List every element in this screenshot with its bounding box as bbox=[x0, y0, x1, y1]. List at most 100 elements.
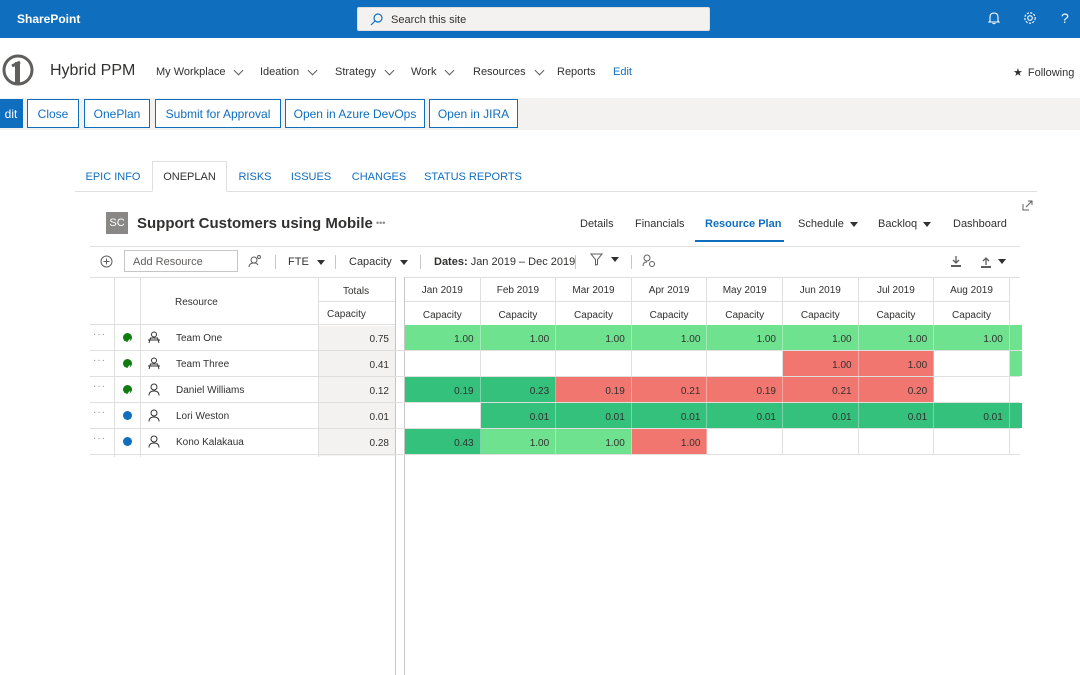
capacity-cell[interactable] bbox=[405, 403, 481, 428]
bell-icon[interactable] bbox=[988, 11, 1000, 25]
project-more-button[interactable]: ••• bbox=[376, 218, 386, 228]
nav-strategy[interactable]: Strategy bbox=[335, 65, 395, 78]
units-dropdown[interactable]: FTE bbox=[288, 256, 325, 268]
resource-name[interactable]: Team One bbox=[176, 333, 223, 344]
row-more-icon[interactable]: ··· bbox=[93, 433, 106, 444]
follow-button[interactable]: ★ Following bbox=[1013, 66, 1074, 79]
capacity-cell[interactable] bbox=[632, 351, 708, 376]
capacity-cell[interactable] bbox=[707, 429, 783, 454]
capacity-cell[interactable]: 1.00 bbox=[858, 351, 935, 376]
capacity-cell[interactable]: 1.00 bbox=[783, 351, 859, 376]
capacity-cell[interactable]: 1.00 bbox=[405, 325, 481, 350]
search-box[interactable]: Search this site bbox=[357, 7, 710, 31]
expand-icon[interactable] bbox=[1022, 200, 1033, 211]
subtab-dashboard[interactable]: Dashboard bbox=[953, 218, 1007, 230]
capacity-cell[interactable]: 0.23 bbox=[480, 377, 557, 402]
edit-button[interactable]: dit bbox=[0, 99, 23, 128]
totals-column-header[interactable]: Totals bbox=[343, 286, 370, 297]
row-more-icon[interactable]: ··· bbox=[93, 329, 106, 340]
resource-name[interactable]: Daniel Williams bbox=[176, 385, 245, 396]
capacity-cell[interactable] bbox=[934, 377, 1010, 402]
resource-name[interactable]: Kono Kalakaua bbox=[176, 437, 244, 448]
month-header[interactable]: May 2019 bbox=[707, 277, 783, 301]
capacity-cell[interactable] bbox=[556, 351, 632, 376]
upload-dropdown[interactable] bbox=[980, 255, 1006, 273]
person-settings-icon[interactable] bbox=[642, 254, 656, 268]
download-icon[interactable] bbox=[950, 255, 962, 267]
tab-changes[interactable]: CHANGES bbox=[351, 170, 407, 183]
site-logo-icon[interactable] bbox=[2, 54, 34, 86]
capacity-cell[interactable] bbox=[405, 351, 481, 376]
resource-column-header[interactable]: Resource bbox=[175, 297, 218, 308]
month-header[interactable]: Jun 2019 bbox=[783, 277, 859, 301]
capacity-cell[interactable]: 1.00 bbox=[934, 325, 1010, 350]
month-header[interactable]: Jan 2019 bbox=[405, 277, 481, 301]
app-name[interactable]: SharePoint bbox=[17, 12, 81, 26]
month-header[interactable]: Feb 2019 bbox=[481, 277, 557, 301]
capacity-cell[interactable]: 1.00 bbox=[783, 325, 859, 350]
capacity-cell[interactable] bbox=[481, 351, 557, 376]
capacity-cell[interactable]: 0.21 bbox=[631, 377, 708, 402]
row-more-icon[interactable]: ··· bbox=[93, 407, 106, 418]
resource-name[interactable]: Lori Weston bbox=[176, 411, 230, 422]
capacity-cell[interactable] bbox=[934, 351, 1010, 376]
capacity-cell[interactable]: 0.43 bbox=[405, 429, 481, 454]
capacity-cell[interactable]: 0.01 bbox=[631, 403, 708, 428]
nav-work[interactable]: Work bbox=[411, 65, 455, 78]
table-row[interactable]: ··· Lori Weston 0.01 0.01 0.01 0.01 0.01 0.01 0.… bbox=[90, 403, 1022, 429]
capacity-cell[interactable]: 1.00 bbox=[556, 429, 632, 454]
add-resource-input[interactable]: Add Resource bbox=[124, 250, 238, 272]
month-header[interactable]: Jul 2019 bbox=[859, 277, 935, 301]
nav-resources[interactable]: Resources bbox=[473, 65, 545, 78]
capacity-cell[interactable]: 0.01 bbox=[858, 403, 935, 428]
nav-ideation[interactable]: Ideation bbox=[260, 65, 318, 78]
oneplan-button[interactable]: OnePlan bbox=[84, 99, 150, 128]
tab-status-reports[interactable]: STATUS REPORTS bbox=[424, 170, 522, 183]
add-circle-icon[interactable] bbox=[100, 255, 113, 268]
month-header[interactable]: Apr 2019 bbox=[632, 277, 708, 301]
month-header[interactable]: Aug 2019 bbox=[934, 277, 1010, 301]
measure-dropdown[interactable]: Capacity bbox=[349, 256, 408, 268]
capacity-cell[interactable]: 0.01 bbox=[707, 403, 783, 428]
open-in-azure-devops-button[interactable]: Open in Azure DevOps bbox=[285, 99, 425, 128]
table-row[interactable]: ··· Team Three 0.41 1.00 1.00 bbox=[90, 351, 1022, 377]
nav-my-workplace[interactable]: My Workplace bbox=[156, 65, 244, 78]
submit-for-approval-button[interactable]: Submit for Approval bbox=[155, 99, 281, 128]
help-icon[interactable]: ? bbox=[1061, 10, 1069, 26]
table-row[interactable]: ··· Team One 0.75 1.00 1.00 1.00 1.00 1.00 1.00 1… bbox=[90, 325, 1022, 351]
subtab-schedule[interactable]: Schedule bbox=[798, 218, 858, 230]
open-in-jira-button[interactable]: Open in JIRA bbox=[429, 99, 518, 128]
date-range-picker[interactable]: Dates: Jan 2019 – Dec 2019 bbox=[434, 256, 575, 268]
capacity-cell[interactable]: 0.01 bbox=[556, 403, 632, 428]
capacity-cell[interactable]: 1.00 bbox=[480, 429, 557, 454]
capacity-cell[interactable] bbox=[783, 429, 859, 454]
capacity-cell[interactable]: 1.00 bbox=[631, 429, 708, 454]
filter-dropdown[interactable] bbox=[589, 253, 619, 269]
capacity-cell[interactable]: 1.00 bbox=[707, 325, 783, 350]
capacity-cell[interactable]: 0.21 bbox=[783, 377, 859, 402]
tab-epic-info[interactable]: EPIC INFO bbox=[85, 170, 141, 183]
capacity-cell[interactable] bbox=[707, 351, 783, 376]
capacity-cell[interactable] bbox=[859, 429, 935, 454]
capacity-cell[interactable]: 0.19 bbox=[405, 377, 481, 402]
resource-search-icon[interactable] bbox=[248, 254, 262, 268]
subtab-resource-plan[interactable]: Resource Plan bbox=[705, 218, 782, 230]
tab-issues[interactable]: ISSUES bbox=[290, 170, 332, 183]
subtab-details[interactable]: Details bbox=[580, 218, 614, 230]
capacity-cell[interactable]: 1.00 bbox=[480, 325, 557, 350]
capacity-cell[interactable]: 0.19 bbox=[556, 377, 632, 402]
site-title[interactable]: Hybrid PPM bbox=[50, 62, 136, 79]
nav-reports[interactable]: Reports bbox=[557, 66, 596, 78]
subtab-backlog[interactable]: Backloq bbox=[878, 218, 932, 230]
capacity-cell[interactable]: 1.00 bbox=[631, 325, 708, 350]
close-button[interactable]: Close bbox=[27, 99, 79, 128]
capacity-cell[interactable] bbox=[934, 429, 1010, 454]
capacity-cell[interactable]: 1.00 bbox=[858, 325, 935, 350]
subtab-financials[interactable]: Financials bbox=[635, 218, 685, 230]
resource-name[interactable]: Team Three bbox=[176, 359, 230, 370]
table-row[interactable]: ··· Daniel Williams 0.12 0.19 0.23 0.19 0.21 0.… bbox=[90, 377, 1020, 403]
grid-splitter[interactable] bbox=[395, 277, 405, 675]
table-row[interactable]: ··· Kono Kalakaua 0.28 0.43 1.00 1.00 1.00 bbox=[90, 429, 1020, 455]
capacity-cell[interactable]: 0.20 bbox=[858, 377, 935, 402]
tab-risks[interactable]: RISKS bbox=[238, 170, 272, 183]
